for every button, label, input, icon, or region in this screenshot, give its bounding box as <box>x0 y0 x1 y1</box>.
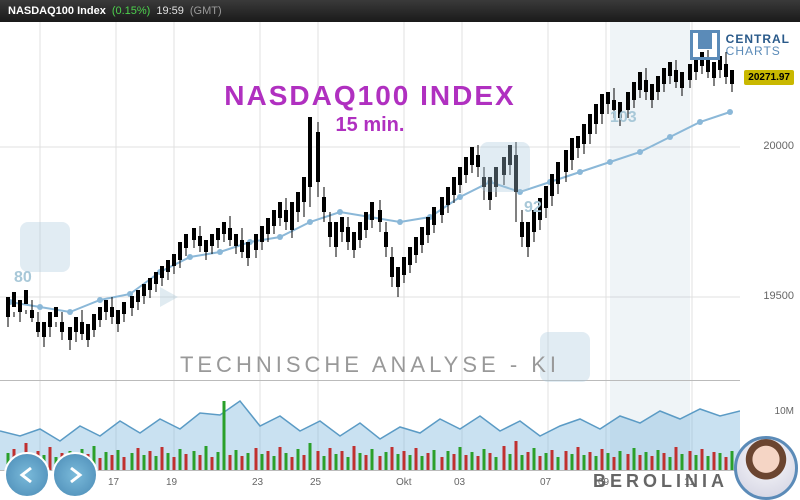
time: 19:59 <box>156 5 184 17</box>
instrument-name: NASDAQ100 Index <box>8 5 106 17</box>
nav-forward-button[interactable] <box>52 452 98 498</box>
x-tick: 07 <box>540 477 551 488</box>
y-tick: 19500 <box>763 290 794 302</box>
x-tick: 23 <box>252 477 263 488</box>
watermark-icon <box>20 222 70 272</box>
arrow-left-icon <box>17 465 37 485</box>
svg-text:103: 103 <box>610 109 637 126</box>
logo-icon <box>690 30 720 60</box>
y-axis-main: 20271.97 20000 19500 <box>740 22 800 380</box>
arrow-right-icon <box>65 465 85 485</box>
pct-change: (0.15%) <box>112 5 151 17</box>
watermark-icon <box>480 142 530 192</box>
logo-text: CENTRAL CHARTS <box>726 33 790 57</box>
x-tick: Okt <box>396 477 412 488</box>
watermark-icon <box>540 332 590 382</box>
current-price-label: 20271.97 <box>744 70 794 85</box>
provider-logo: CENTRAL CHARTS <box>690 30 790 60</box>
x-tick: 17 <box>108 477 119 488</box>
assistant-avatar[interactable] <box>734 436 798 500</box>
main-chart[interactable]: 8092103 <box>0 22 740 380</box>
volume-chart[interactable] <box>0 380 740 470</box>
svg-text:92: 92 <box>524 199 542 216</box>
x-tick: 19 <box>166 477 177 488</box>
y-tick: 10M <box>775 406 794 417</box>
x-tick: 03 <box>454 477 465 488</box>
brand-label: BEROLINIA <box>593 471 728 492</box>
nav-buttons <box>4 452 98 498</box>
x-tick: 25 <box>310 477 321 488</box>
watermark-arrow-icon <box>130 277 180 317</box>
timezone: (GMT) <box>190 5 222 17</box>
chart-header: NASDAQ100 Index (0.15%) 19:59 (GMT) <box>0 0 800 22</box>
y-tick: 20000 <box>763 140 794 152</box>
nav-back-button[interactable] <box>4 452 50 498</box>
